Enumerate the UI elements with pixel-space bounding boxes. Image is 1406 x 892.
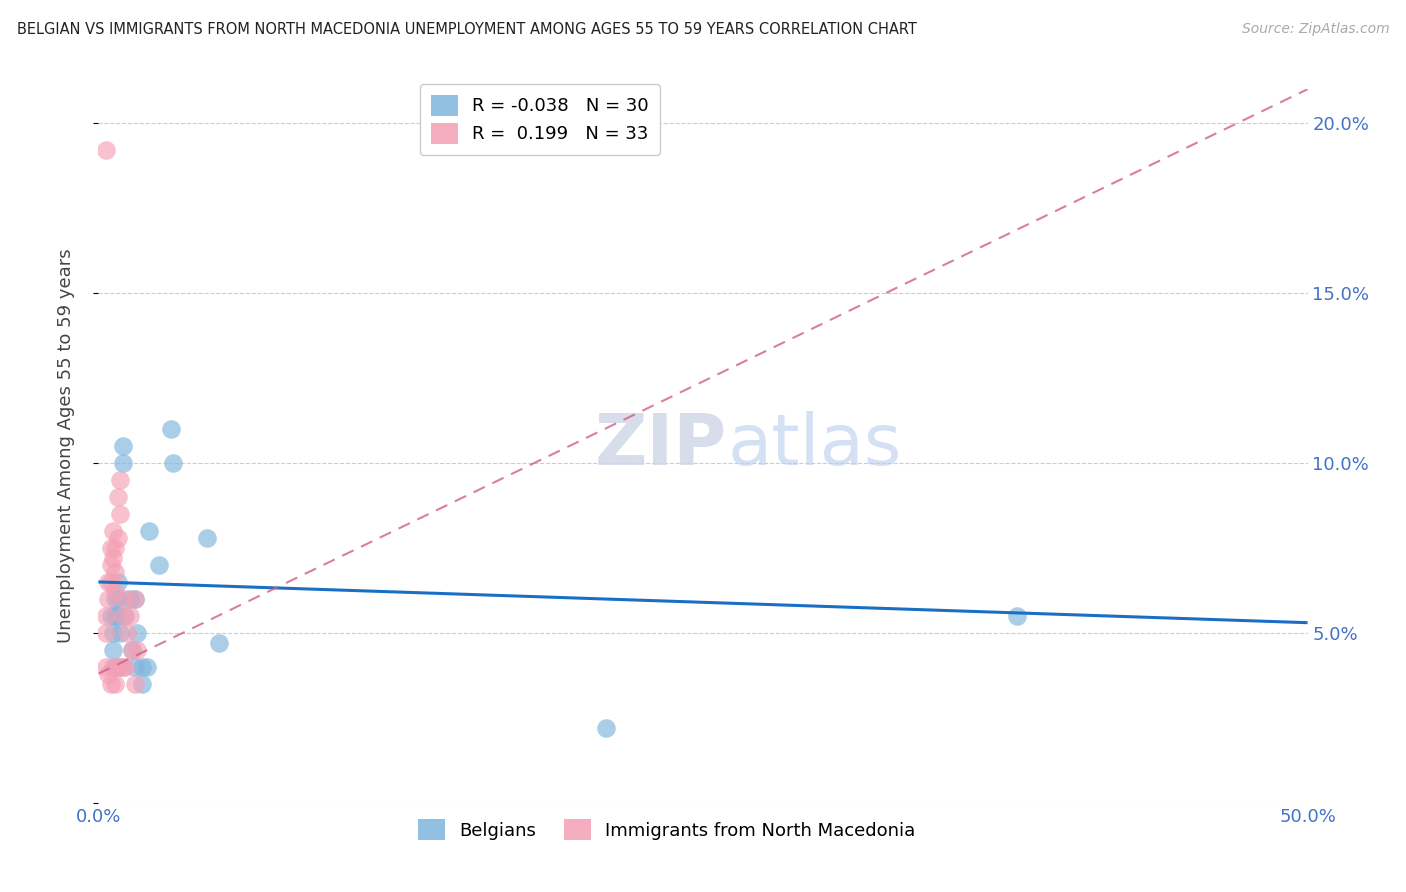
Legend: Belgians, Immigrants from North Macedonia: Belgians, Immigrants from North Macedoni… xyxy=(411,812,922,847)
Point xyxy=(118,608,141,623)
Point xyxy=(121,643,143,657)
Point xyxy=(94,660,117,674)
Point xyxy=(127,643,149,657)
Point xyxy=(100,608,122,623)
Point xyxy=(107,574,129,589)
Point xyxy=(100,677,122,691)
Point xyxy=(94,626,117,640)
Point xyxy=(104,585,127,599)
Point xyxy=(162,456,184,470)
Point xyxy=(107,490,129,504)
Point xyxy=(100,541,122,555)
Point xyxy=(100,558,122,572)
Point xyxy=(104,608,127,623)
Point xyxy=(114,608,136,623)
Text: Source: ZipAtlas.com: Source: ZipAtlas.com xyxy=(1241,22,1389,37)
Point xyxy=(104,660,127,674)
Point xyxy=(117,626,139,640)
Point xyxy=(97,666,120,681)
Point xyxy=(97,591,120,606)
Point xyxy=(595,721,617,735)
Point xyxy=(195,531,218,545)
Text: atlas: atlas xyxy=(727,411,901,481)
Point xyxy=(101,643,124,657)
Point xyxy=(104,591,127,606)
Point xyxy=(124,660,146,674)
Point xyxy=(108,660,131,674)
Point xyxy=(107,591,129,606)
Point xyxy=(101,660,124,674)
Point xyxy=(94,608,117,623)
Point xyxy=(111,660,134,674)
Text: BELGIAN VS IMMIGRANTS FROM NORTH MACEDONIA UNEMPLOYMENT AMONG AGES 55 TO 59 YEAR: BELGIAN VS IMMIGRANTS FROM NORTH MACEDON… xyxy=(17,22,917,37)
Point xyxy=(104,677,127,691)
Point xyxy=(114,660,136,674)
Point xyxy=(94,144,117,158)
Point xyxy=(108,473,131,487)
Point xyxy=(160,422,183,436)
Point xyxy=(138,524,160,538)
Point xyxy=(111,456,134,470)
Point xyxy=(124,591,146,606)
Y-axis label: Unemployment Among Ages 55 to 59 years: Unemployment Among Ages 55 to 59 years xyxy=(56,249,75,643)
Point xyxy=(107,660,129,674)
Point xyxy=(111,608,134,623)
Text: ZIP: ZIP xyxy=(595,411,727,481)
Point xyxy=(124,591,146,606)
Point xyxy=(101,524,124,538)
Point xyxy=(118,591,141,606)
Point xyxy=(135,660,157,674)
Point xyxy=(107,531,129,545)
Point xyxy=(131,677,153,691)
Point xyxy=(114,591,136,606)
Point xyxy=(1007,608,1029,623)
Point xyxy=(104,541,127,555)
Point xyxy=(97,574,120,589)
Point xyxy=(148,558,170,572)
Point xyxy=(124,677,146,691)
Point xyxy=(208,636,231,650)
Point xyxy=(121,643,143,657)
Point xyxy=(108,507,131,521)
Point xyxy=(101,551,124,566)
Point xyxy=(131,660,153,674)
Point xyxy=(127,626,149,640)
Point xyxy=(107,608,129,623)
Point xyxy=(108,626,131,640)
Point xyxy=(100,574,122,589)
Point xyxy=(104,565,127,579)
Point xyxy=(111,439,134,453)
Point xyxy=(101,626,124,640)
